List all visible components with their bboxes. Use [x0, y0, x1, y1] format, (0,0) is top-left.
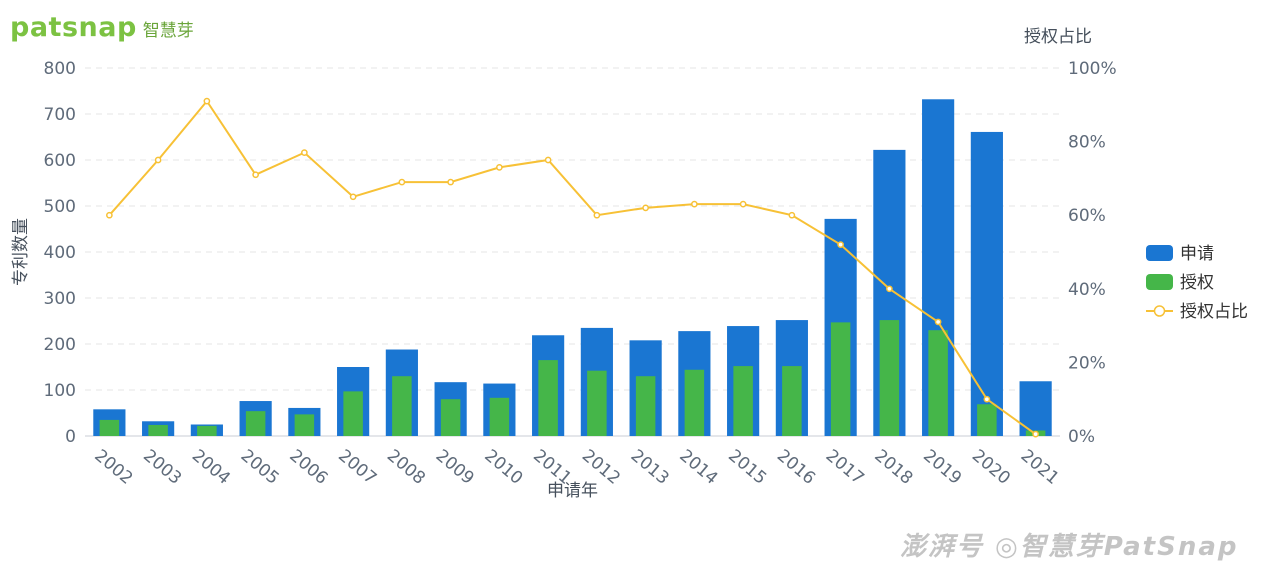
ratio-point — [691, 200, 698, 208]
x-tick-label: 2018 — [870, 446, 916, 489]
y-tick-label: 100 — [44, 381, 76, 401]
bar-apply — [970, 131, 1003, 436]
ratio-point — [106, 211, 113, 219]
y-tick-label: 200 — [44, 335, 76, 355]
ratio-point — [934, 318, 942, 326]
bar-grant — [294, 414, 315, 436]
bar-grant — [977, 404, 997, 436]
x-tick-label: 2007 — [334, 446, 380, 489]
ratio-point — [252, 171, 259, 179]
ratio-point — [203, 97, 211, 105]
y2-axis-title: 授权占比 — [1024, 27, 1092, 47]
y-tick-label: 600 — [44, 151, 76, 171]
bar-grant — [684, 369, 705, 436]
y-tick-label: 800 — [44, 59, 76, 79]
x-tick-label: 2006 — [285, 446, 331, 489]
watermark: 澎湃号 ◎智慧芽PatSnap — [900, 532, 1239, 562]
ratio-point — [349, 193, 357, 201]
ratio-point — [447, 178, 454, 186]
x-tick-label: 2014 — [675, 446, 721, 489]
ratio-point — [154, 156, 162, 164]
ratio-point — [544, 156, 552, 164]
x-tick-label: 2003 — [139, 446, 185, 489]
legend-swatch-ratio-point — [1153, 305, 1166, 317]
y-tick-label: 500 — [44, 197, 76, 217]
bar-grant — [489, 397, 510, 436]
bar-grant — [197, 425, 217, 436]
y-axis-title: 专利数量 — [11, 218, 31, 286]
bar-grant — [879, 320, 900, 436]
legend-label-ratio: 授权占比 — [1180, 302, 1248, 322]
legend-label-grant: 授权 — [1180, 273, 1214, 293]
logo-brand: patsnap — [10, 12, 137, 43]
y-tick-label: 300 — [44, 289, 76, 309]
x-tick-label: 2005 — [237, 446, 283, 489]
ratio-point — [301, 149, 308, 156]
ratio-point — [496, 164, 503, 171]
y-tick-label: 400 — [44, 243, 76, 263]
ratio-point — [739, 200, 747, 208]
x-tick-label: 2009 — [432, 446, 478, 489]
x-tick-label: 2002 — [90, 446, 136, 489]
x-tick-label: 2020 — [968, 446, 1014, 489]
bar-grant — [343, 391, 363, 436]
ratio-point — [642, 204, 649, 212]
ratio-line — [108, 99, 1037, 435]
y2-tick-label: 20% — [1068, 353, 1106, 373]
bar-grant — [830, 322, 851, 436]
legend-swatch-apply — [1146, 245, 1173, 261]
legend-swatch-grant — [1146, 274, 1173, 290]
bar-grant — [538, 360, 558, 436]
bar-grant — [392, 376, 412, 436]
x-tick-label: 2016 — [773, 446, 819, 489]
bar-grant — [440, 399, 461, 436]
ratio-point — [788, 211, 796, 219]
x-tick-label: 2010 — [480, 446, 526, 489]
bar-grant — [148, 424, 168, 436]
y-tick-label: 0 — [65, 427, 76, 447]
bar-grant — [782, 366, 802, 436]
ratio-point — [593, 211, 601, 219]
bar-grant — [733, 366, 753, 436]
legend-label-apply: 申请 — [1180, 244, 1214, 264]
ratio-point — [1032, 430, 1039, 438]
x-tick-label: 2021 — [1017, 446, 1063, 489]
x-tick-label: 2015 — [724, 446, 770, 489]
patsnap-logo: patsnap 智慧芽 — [10, 12, 194, 43]
x-tick-label: 2004 — [188, 446, 234, 489]
x-axis-title: 申请年 — [547, 481, 598, 501]
bar-grant — [587, 370, 607, 436]
bar-apply — [1019, 381, 1052, 436]
bar-grant — [99, 419, 120, 436]
ratio-point — [983, 395, 991, 403]
x-tick-label: 2013 — [627, 446, 673, 489]
ratio-point — [837, 241, 844, 248]
bar-grant — [635, 376, 656, 436]
y2-tick-label: 100% — [1068, 59, 1117, 79]
x-tick-label: 2008 — [383, 446, 429, 489]
bar-grant — [928, 330, 948, 436]
y2-tick-label: 60% — [1068, 206, 1106, 226]
ratio-point — [398, 178, 406, 186]
logo-sub: 智慧芽 — [142, 21, 194, 41]
x-tick-label: 2017 — [822, 446, 868, 489]
ratio-point — [886, 285, 893, 293]
y2-tick-label: 0% — [1068, 427, 1095, 447]
bar-grant — [245, 411, 266, 436]
y-tick-label: 700 — [44, 105, 76, 125]
x-tick-label: 2019 — [919, 446, 965, 489]
y2-tick-label: 80% — [1068, 133, 1106, 153]
y2-tick-label: 40% — [1068, 280, 1106, 300]
